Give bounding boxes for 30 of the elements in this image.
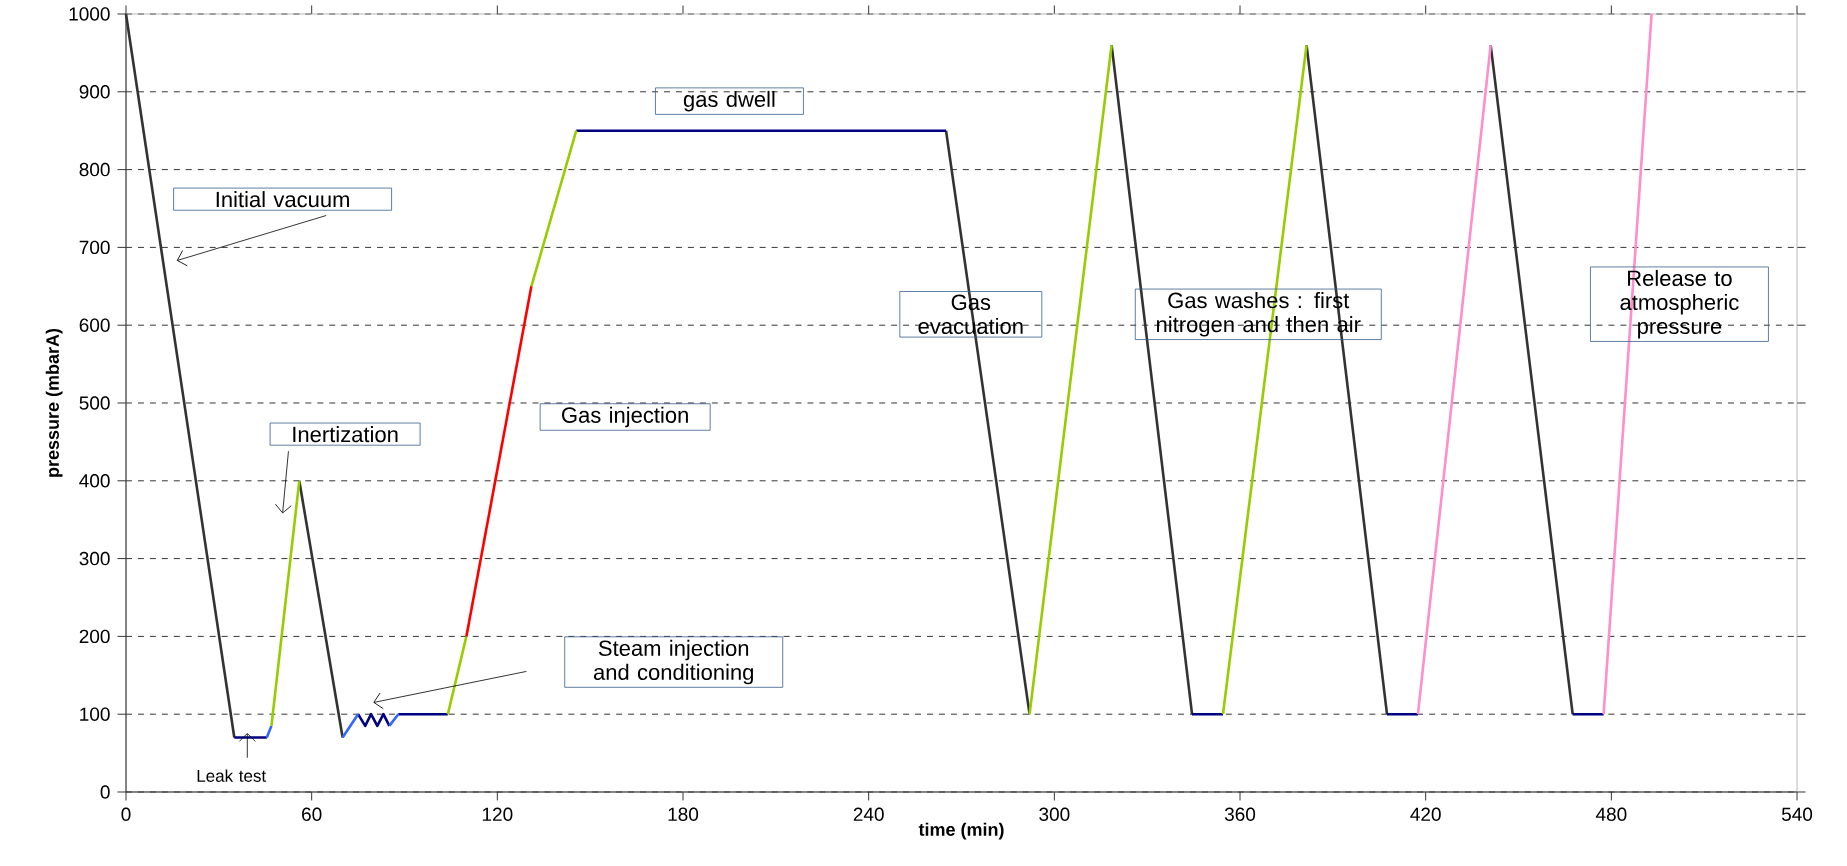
x-tick-label: 180 bbox=[668, 807, 699, 821]
x-tick-label: 360 bbox=[1224, 807, 1256, 821]
y-axis-title: pressure (mbarA) bbox=[45, 328, 63, 477]
y-tick-label: 900 bbox=[79, 85, 110, 99]
x-tick-label: 540 bbox=[1781, 807, 1813, 821]
x-tick-label: 120 bbox=[482, 807, 513, 821]
x-tick-label: 240 bbox=[853, 807, 884, 821]
annotation: Gas injection bbox=[562, 406, 688, 428]
annotation: Initial vacuum bbox=[216, 191, 349, 208]
annotation: Release to atmospheric pressure bbox=[1620, 269, 1739, 339]
annotation: Inertization bbox=[293, 426, 398, 443]
x-tick-label: 420 bbox=[1410, 807, 1441, 821]
x-tick-label: 480 bbox=[1595, 807, 1627, 821]
y-tick-label: 500 bbox=[79, 396, 110, 410]
y-tick-label: 300 bbox=[79, 551, 110, 566]
y-tick-label: 0 bbox=[100, 785, 110, 799]
x-tick-label: 60 bbox=[302, 807, 322, 821]
y-tick-label: 200 bbox=[79, 629, 110, 644]
annotation: Steam injection and conditioning bbox=[593, 639, 753, 685]
y-tick-label: 700 bbox=[79, 240, 110, 255]
y-tick-label: 1000 bbox=[69, 7, 110, 21]
x-axis-title: time (min) bbox=[918, 822, 1004, 840]
x-tick-label: 0 bbox=[121, 807, 131, 821]
annotation: Leak test bbox=[197, 769, 267, 782]
x-tick-label: 300 bbox=[1039, 807, 1070, 821]
y-tick-label: 800 bbox=[79, 162, 110, 177]
annotation: gas dwell bbox=[683, 90, 775, 112]
y-tick-label: 100 bbox=[80, 707, 110, 721]
y-tick-label: 600 bbox=[79, 318, 110, 332]
y-tick-label: 400 bbox=[79, 474, 110, 488]
